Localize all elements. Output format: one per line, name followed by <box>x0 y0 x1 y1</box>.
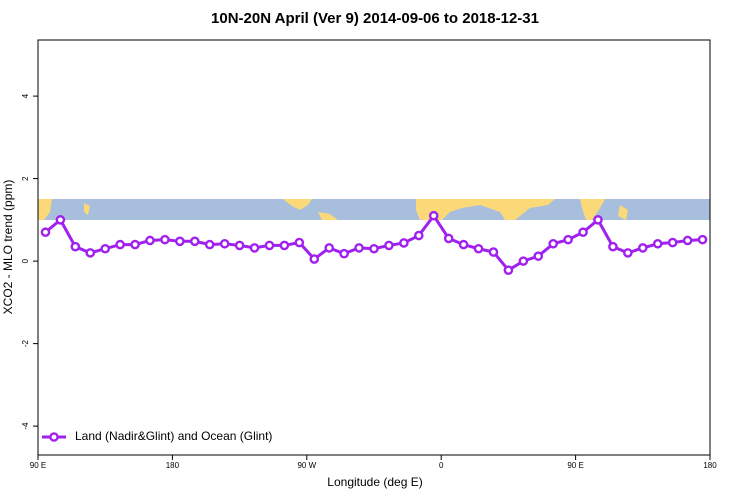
point <box>130 239 140 250</box>
y-tick-label: 4 <box>21 93 30 98</box>
point <box>249 243 260 253</box>
point <box>428 210 439 221</box>
legend-marker <box>49 432 59 442</box>
point <box>324 243 335 253</box>
point <box>399 238 409 248</box>
point <box>638 243 648 253</box>
point <box>145 235 155 246</box>
land <box>318 212 338 220</box>
point <box>115 239 125 250</box>
point <box>518 256 529 266</box>
point <box>55 215 66 225</box>
x-tick-label: 90 E <box>567 461 583 470</box>
y-tick-label: -4 <box>21 422 30 430</box>
map-strip <box>38 199 710 220</box>
land <box>580 199 605 220</box>
chart-title: 10N-20N April (Ver 9) 2014-09-06 to 2018… <box>211 10 539 27</box>
point <box>40 227 51 238</box>
series-line <box>44 213 703 273</box>
x-tick-label: 180 <box>703 461 717 470</box>
point <box>234 240 245 251</box>
point <box>682 235 693 246</box>
x-axis-label: Longitude (deg E) <box>327 475 422 489</box>
point <box>548 238 559 249</box>
point <box>458 239 469 250</box>
point <box>354 243 364 253</box>
y-tick-label: -2 <box>21 340 30 348</box>
point <box>578 227 588 238</box>
point <box>309 254 320 264</box>
x-tick-label: 90 E <box>30 461 46 470</box>
land <box>618 205 628 220</box>
point <box>264 240 275 251</box>
point <box>443 233 454 244</box>
point <box>413 230 424 241</box>
land <box>38 199 52 220</box>
y-tick-label: 0 <box>21 258 30 263</box>
legend-label: Land (Nadir&Glint) and Ocean (Glint) <box>75 429 272 443</box>
point <box>652 238 663 249</box>
x-tick-label: 90 W <box>297 461 316 470</box>
point <box>369 243 379 254</box>
point <box>279 240 290 251</box>
point <box>697 234 708 245</box>
point <box>533 251 544 261</box>
point <box>204 239 215 250</box>
land <box>416 199 555 220</box>
point <box>488 247 499 257</box>
x-tick-label: 180 <box>166 461 180 470</box>
x-tick-label: 0 <box>439 461 444 470</box>
plot-frame <box>37 39 711 456</box>
point <box>503 265 514 275</box>
point <box>623 248 633 258</box>
point <box>160 234 170 245</box>
land <box>84 203 90 215</box>
y-axis-label: XCO2 - MLO trend (ppm) <box>1 180 15 315</box>
point <box>70 241 81 252</box>
point <box>384 240 394 251</box>
point <box>100 243 110 254</box>
point <box>85 248 96 258</box>
point <box>294 237 305 248</box>
point <box>219 238 230 249</box>
point <box>189 236 200 247</box>
point <box>667 237 678 248</box>
point <box>563 234 573 245</box>
point <box>339 248 349 259</box>
land <box>283 199 312 210</box>
point <box>593 215 603 225</box>
point <box>608 241 618 252</box>
point <box>473 243 484 254</box>
y-tick-label: 2 <box>21 176 30 181</box>
point <box>175 236 185 247</box>
ocean-band <box>38 199 710 220</box>
